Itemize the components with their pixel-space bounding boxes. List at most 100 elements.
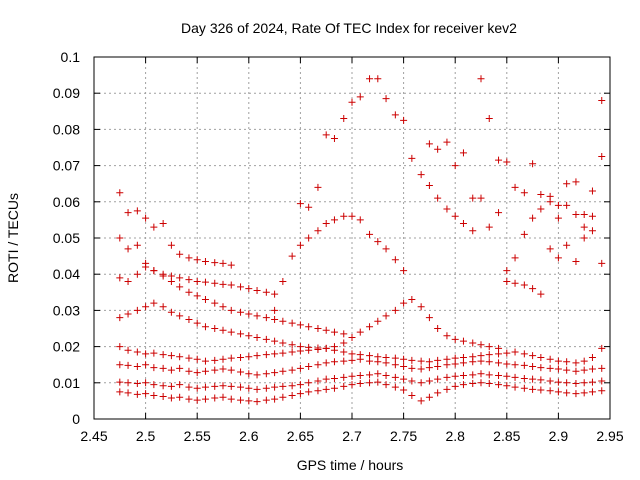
- data-point: [529, 285, 537, 293]
- y-tick-labels: 0 0.01 0.02 0.03 0.04 0.05 0.06 0.07 0.08 0.09 0.1: [53, 49, 80, 427]
- data-point: [330, 134, 338, 142]
- data-point: [520, 189, 528, 197]
- data-point: [382, 95, 390, 103]
- data-point: [201, 258, 209, 266]
- data-point: [580, 210, 588, 218]
- data-point: [322, 131, 330, 139]
- data-point: [434, 325, 442, 332]
- y-tick-label: 0: [72, 411, 80, 427]
- y-tick-label: 0.08: [53, 121, 80, 137]
- data-point: [434, 375, 442, 383]
- data-point: [554, 201, 562, 209]
- data-point: [417, 397, 425, 405]
- data-point: [554, 388, 562, 396]
- data-point: [580, 379, 588, 387]
- data-point: [366, 323, 374, 331]
- data-point: [374, 353, 382, 361]
- data-point: [356, 216, 364, 224]
- data-point: [340, 212, 348, 220]
- data-point: [262, 314, 270, 322]
- data-point: [330, 358, 338, 366]
- data-point: [400, 375, 408, 383]
- data-point: [314, 361, 322, 369]
- data-point: [279, 349, 287, 357]
- data-point: [167, 382, 175, 390]
- data-point: [469, 227, 477, 235]
- data-point: [296, 321, 304, 329]
- data-point: [227, 354, 235, 362]
- data-point: [366, 230, 374, 238]
- data-point: [227, 261, 235, 269]
- data-point: [382, 381, 390, 389]
- data-point: [262, 396, 270, 404]
- data-point: [279, 367, 287, 375]
- data-point: [262, 384, 270, 392]
- data-point: [477, 379, 485, 387]
- data-point: [279, 317, 287, 325]
- x-tick-label: 2.8: [445, 428, 465, 444]
- data-point: [271, 383, 279, 391]
- data-point: [330, 384, 338, 392]
- data-point: [477, 341, 485, 349]
- data-point: [408, 364, 416, 372]
- data-point: [142, 214, 150, 222]
- data-point: [116, 189, 124, 197]
- data-point: [366, 379, 374, 387]
- data-point: [288, 382, 296, 390]
- data-point: [520, 361, 528, 369]
- data-point: [271, 395, 279, 403]
- data-point: [116, 274, 124, 282]
- data-point: [425, 182, 433, 190]
- data-point: [477, 75, 485, 83]
- data-point: [572, 359, 580, 367]
- data-point: [253, 371, 261, 379]
- data-point: [598, 377, 606, 385]
- data-point: [537, 353, 545, 361]
- data-point: [546, 245, 554, 253]
- data-point: [314, 183, 322, 191]
- data-point: [417, 303, 425, 311]
- data-point: [227, 366, 235, 374]
- data-point: [417, 379, 425, 387]
- data-point: [503, 158, 511, 166]
- data-point: [400, 299, 408, 307]
- data-point: [330, 374, 338, 382]
- data-point: [116, 388, 124, 396]
- data-point: [245, 384, 253, 392]
- data-point: [279, 277, 287, 285]
- data-point: [245, 310, 253, 318]
- data-point: [279, 393, 287, 401]
- y-tick-label: 0.07: [53, 158, 80, 174]
- data-point: [185, 288, 193, 296]
- data-point: [176, 283, 184, 291]
- data-point: [529, 214, 537, 222]
- data-point: [159, 303, 167, 311]
- data-point: [211, 366, 219, 374]
- data-point: [185, 383, 193, 391]
- data-point: [495, 372, 503, 380]
- data-point: [219, 355, 227, 363]
- y-tick-label: 0.1: [61, 49, 81, 65]
- data-point: [503, 267, 511, 275]
- chart-title: Day 326 of 2024, Rate Of TEC Index for r…: [181, 20, 517, 36]
- data-point: [477, 194, 485, 202]
- data-point: [253, 286, 261, 294]
- data-point: [176, 393, 184, 401]
- data-point: [237, 283, 245, 291]
- data-point: [459, 353, 467, 361]
- data-points: [116, 75, 606, 406]
- data-point: [340, 357, 348, 365]
- data-point: [469, 380, 477, 388]
- data-point: [520, 230, 528, 238]
- data-point: [288, 348, 296, 356]
- data-point: [443, 385, 451, 393]
- data-point: [150, 267, 158, 275]
- data-point: [124, 209, 132, 217]
- data-point: [322, 385, 330, 393]
- data-point: [503, 382, 511, 390]
- data-point: [296, 343, 304, 351]
- data-point: [193, 292, 201, 300]
- data-point: [598, 344, 606, 352]
- data-point: [176, 274, 184, 282]
- data-point: [485, 380, 493, 388]
